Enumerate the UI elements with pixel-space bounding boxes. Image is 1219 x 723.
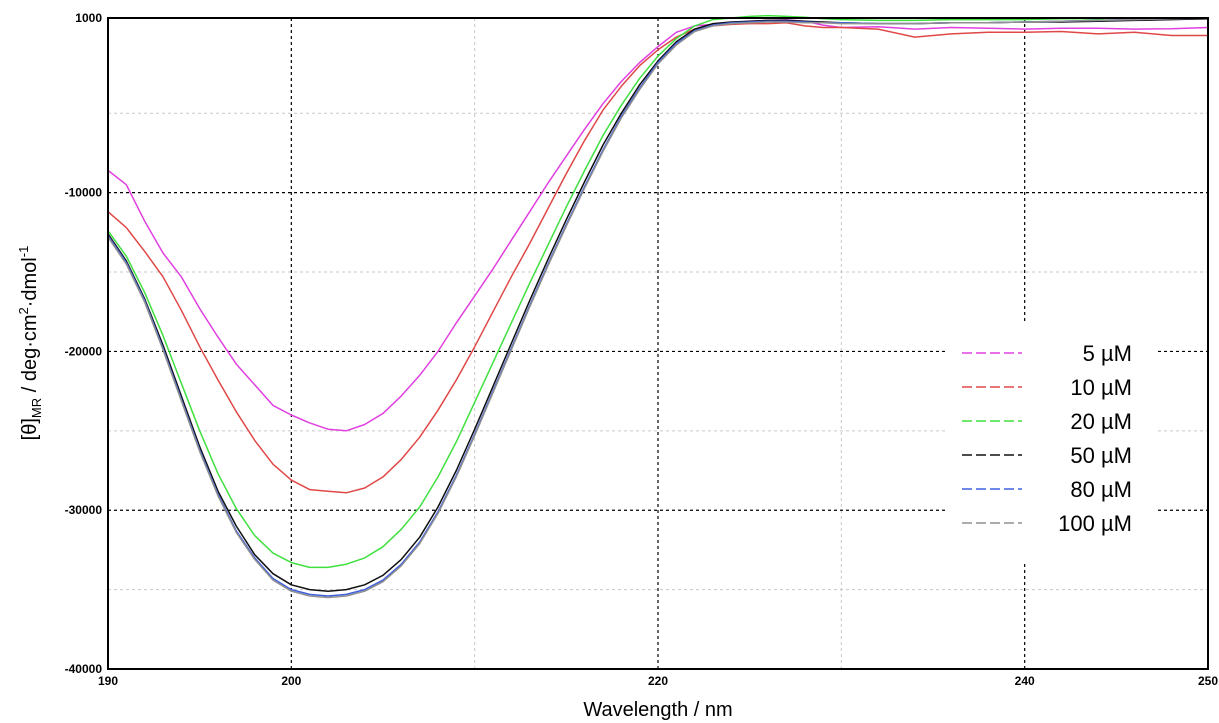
y-tick-label: -30000 (65, 503, 103, 517)
y-tick-label: -10000 (65, 186, 103, 200)
x-tick-label: 220 (648, 674, 668, 688)
x-tick-labels: 190 200 220 240 250 (98, 674, 1218, 688)
legend-label-0: 5 µM (1083, 341, 1132, 366)
y-axis-title: [θ]MR / deg·cm2·dmol-1 (16, 246, 44, 441)
x-tick-label: 190 (98, 674, 118, 688)
legend-label-5: 100 µM (1058, 511, 1132, 536)
y-axis-title-subscript: MR (29, 398, 44, 418)
y-axis-title-sup1: 2 (16, 307, 31, 314)
grid-lines (108, 17, 1208, 669)
y-axis-title-sup2: -1 (16, 246, 31, 258)
data-series (107, 14, 1209, 599)
y-tick-label: -40000 (65, 662, 103, 676)
y-axis-title-rest: / deg·cm (19, 314, 41, 397)
legend-box (948, 322, 1156, 562)
series-line-0 (107, 19, 1209, 432)
plot-frame (107, 17, 1209, 670)
y-axis-title-mid: ·dmol (19, 257, 41, 307)
y-tick-labels: 1000 -10000 -20000 -30000 -40000 (65, 11, 103, 676)
y-tick-label: -20000 (65, 344, 103, 358)
y-axis-title-main: [θ] (19, 418, 41, 440)
x-tick-label: 200 (281, 674, 301, 688)
legend-label-2: 20 µM (1070, 409, 1132, 434)
legend-label-1: 10 µM (1070, 375, 1132, 400)
legend-label-4: 80 µM (1070, 477, 1132, 502)
series-line-1 (107, 22, 1208, 494)
legend-label-3: 50 µM (1070, 443, 1132, 468)
series-line-5 (107, 17, 1209, 599)
x-axis-title: Wavelength / nm (583, 699, 732, 721)
x-tick-label: 250 (1198, 674, 1218, 688)
series-line-2 (107, 14, 1208, 569)
y-tick-label: 1000 (75, 11, 102, 25)
legend: 5 µM 10 µM 20 µM 50 µM 80 µM 100 µM (948, 322, 1156, 562)
x-tick-label: 240 (1015, 674, 1035, 688)
